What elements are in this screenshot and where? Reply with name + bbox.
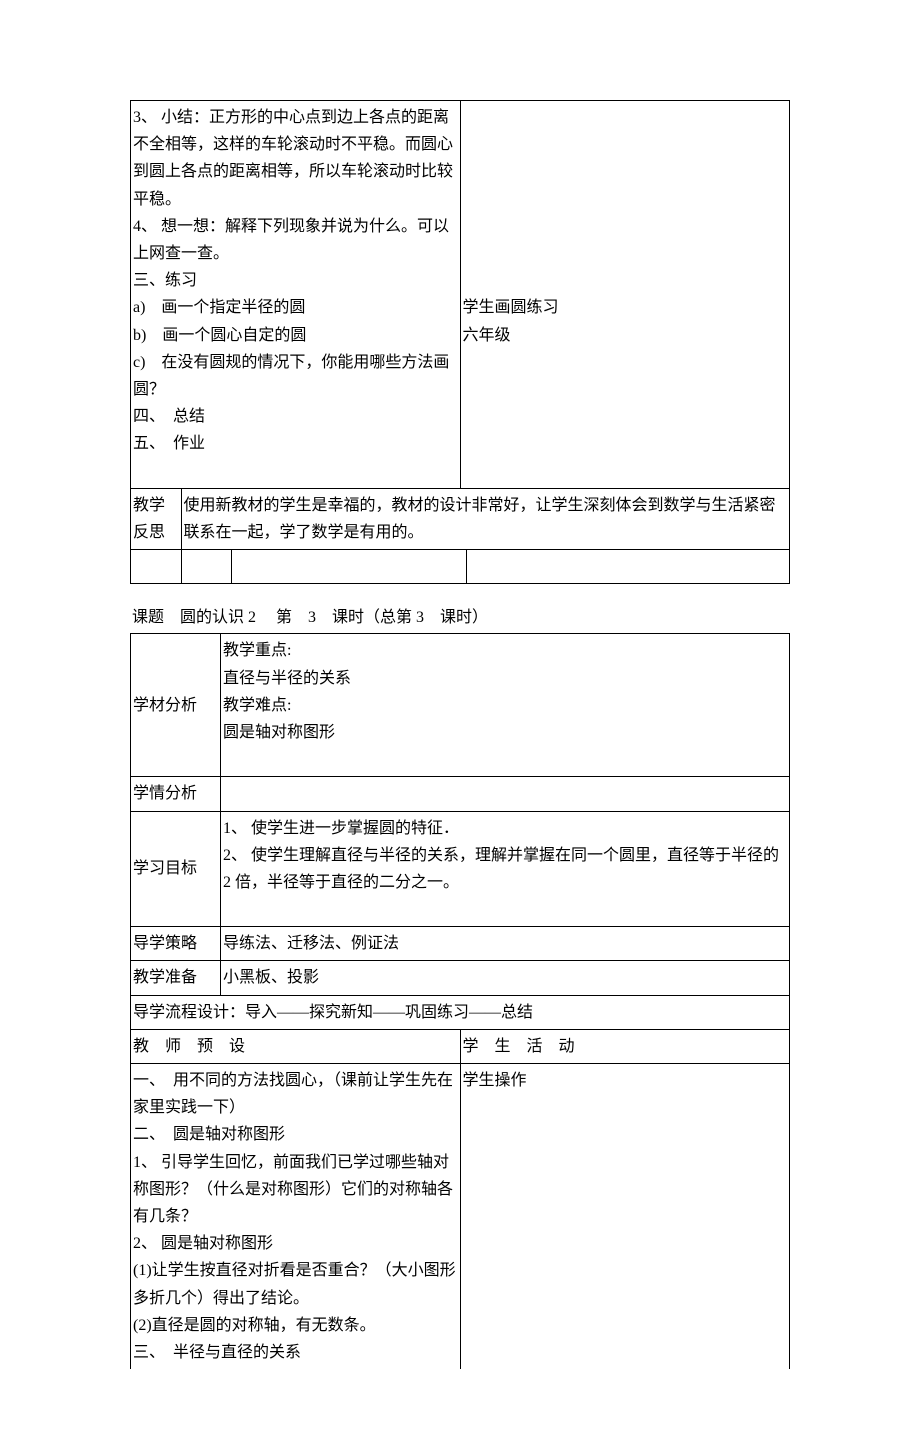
table-lesson-2: 学材分析 教学重点: 直径与半径的关系 教学难点: 圆是轴对称图形 学情分析 学… xyxy=(130,633,790,1369)
teaching-prep-label: 教学准备 xyxy=(131,961,221,995)
teacher-preset-content: 一、 用不同的方法找圆心，（课前让学生先在家里实践一下） 二、 圆是轴对称图形 … xyxy=(131,1064,460,1369)
student-activity-content: 学生操作 xyxy=(460,1064,789,1369)
teaching-prep-text: 小黑板、投影 xyxy=(221,961,790,995)
reflection-label: 教学反思 xyxy=(131,489,181,549)
student-activity-cell: 学生画圆练习 六年级 xyxy=(460,101,790,489)
teacher-preset-cell: 3、 小结：正方形的中心点到边上各点的距离不全相等，这样的车轮滚动时不平稳。而圆… xyxy=(131,101,461,489)
lesson-title-2: 课题 圆的认识 2 第 3 课时（总第 3 课时） xyxy=(130,604,790,631)
empty-cell xyxy=(181,550,231,583)
guide-flow-design: 导学流程设计：导入——探究新知——巩固练习——总结 xyxy=(131,995,790,1029)
table-lesson-1: 3、 小结：正方形的中心点到边上各点的距离不全相等，这样的车轮滚动时不平稳。而圆… xyxy=(130,100,790,584)
empty-cell xyxy=(131,550,181,583)
reflection-text: 使用新教材的学生是幸福的，教材的设计非常好，让学生深刻体会到数学与生活紧密联系在… xyxy=(181,489,789,549)
student-activity-header: 学 生 活 动 xyxy=(460,1030,789,1063)
guide-strategy-text: 导练法、迁移法、例证法 xyxy=(221,927,790,961)
learning-goals-text: 1、 使学生进一步掌握圆的特征． 2、 使学生理解直径与半径的关系，理解并掌握在… xyxy=(221,811,790,927)
empty-cell xyxy=(467,550,789,583)
empty-cell xyxy=(231,550,467,583)
teacher-preset-header: 教 师 预 设 xyxy=(131,1030,460,1063)
material-analysis-text: 教学重点: 直径与半径的关系 教学难点: 圆是轴对称图形 xyxy=(221,634,790,777)
learning-goals-label: 学习目标 xyxy=(131,811,221,927)
guide-strategy-label: 导学策略 xyxy=(131,927,221,961)
material-analysis-label: 学材分析 xyxy=(131,634,221,777)
situation-analysis-label: 学情分析 xyxy=(131,777,221,811)
situation-analysis-text xyxy=(221,777,790,811)
